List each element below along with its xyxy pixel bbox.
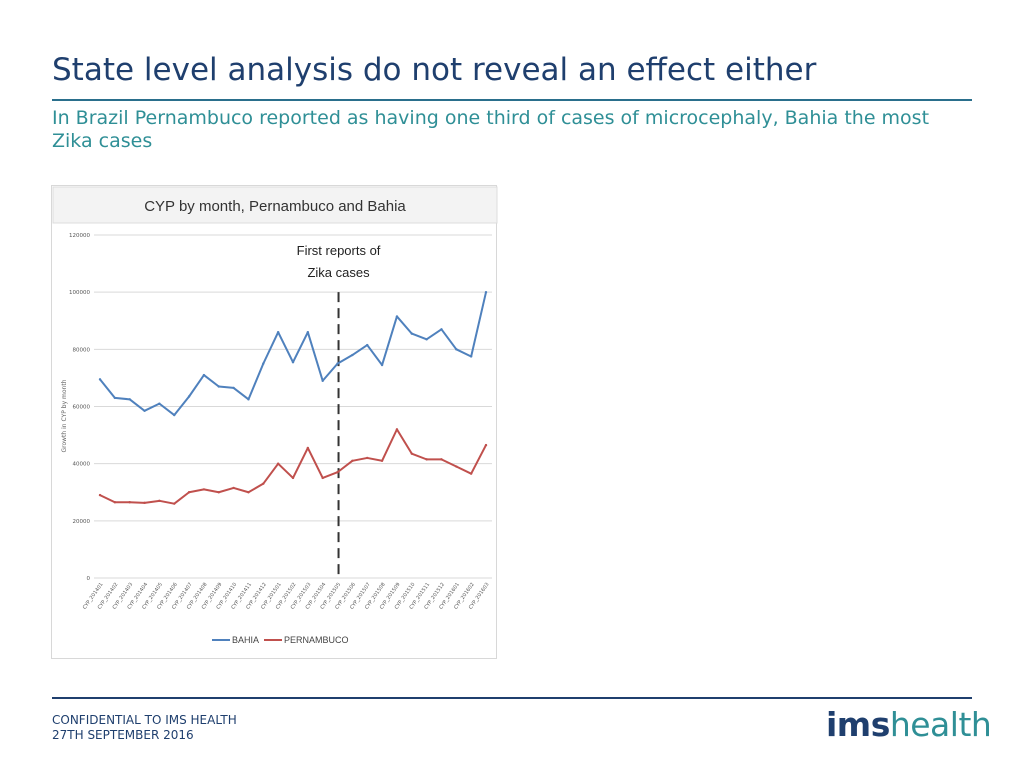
- footer-divider: [52, 697, 972, 699]
- data-point-bahia: [366, 343, 369, 347]
- data-point-bahia: [291, 360, 295, 364]
- data-point-bahia: [455, 348, 458, 351]
- data-point-pernambuco: [276, 462, 280, 465]
- data-point-pernambuco: [247, 491, 250, 494]
- data-point-bahia: [276, 330, 280, 334]
- data-point-pernambuco: [187, 491, 191, 494]
- data-point-bahia: [425, 338, 428, 341]
- data-point-bahia: [143, 409, 146, 412]
- data-point-bahia: [336, 362, 339, 365]
- series-line-pernambuco: [99, 428, 487, 505]
- company-logo: imshealth: [826, 705, 992, 745]
- data-point-bahia: [128, 398, 131, 401]
- data-point-pernambuco: [321, 476, 324, 480]
- y-tick-label: 120000: [69, 233, 90, 239]
- data-point-pernambuco: [173, 502, 176, 505]
- logo-health: health: [889, 705, 992, 744]
- data-point-pernambuco: [217, 491, 220, 494]
- y-axis-label: Growth in CYP by month: [61, 379, 68, 452]
- data-point-bahia: [158, 402, 161, 405]
- data-point-pernambuco: [291, 476, 295, 480]
- data-point-bahia: [173, 413, 176, 417]
- data-point-bahia: [306, 330, 310, 334]
- data-point-pernambuco: [425, 458, 428, 461]
- chart-container: CYP by month, Pernambuco and Bahia Growt…: [51, 185, 498, 659]
- data-point-pernambuco: [232, 486, 235, 490]
- legend-label-bahia: BAHIA: [232, 635, 259, 645]
- data-point-bahia: [113, 396, 117, 400]
- data-point-pernambuco: [128, 501, 131, 504]
- data-point-bahia: [395, 315, 399, 318]
- data-point-pernambuco: [440, 458, 443, 461]
- data-point-bahia: [262, 362, 265, 365]
- y-tick-label: 100000: [69, 290, 90, 296]
- data-point-pernambuco: [484, 443, 488, 447]
- data-point-bahia: [247, 398, 250, 401]
- data-point-pernambuco: [469, 472, 473, 475]
- data-point-bahia: [484, 290, 488, 294]
- data-point-pernambuco: [336, 471, 339, 474]
- annotation-line-1: First reports of: [297, 243, 381, 258]
- data-point-bahia: [98, 378, 102, 381]
- y-tick-label: 20000: [73, 519, 91, 525]
- data-point-pernambuco: [113, 501, 117, 504]
- data-point-bahia: [232, 386, 235, 390]
- annotation-line-2: Zika cases: [307, 265, 370, 280]
- data-point-pernambuco: [98, 493, 102, 497]
- data-point-bahia: [321, 379, 324, 382]
- line-chart: CYP by month, Pernambuco and Bahia Growt…: [52, 186, 498, 645]
- title-divider: [52, 99, 972, 101]
- data-point-pernambuco: [380, 459, 384, 463]
- data-point-pernambuco: [455, 465, 458, 468]
- data-point-bahia: [440, 328, 443, 331]
- slide-subtitle: In Brazil Pernambuco reported as having …: [52, 107, 930, 152]
- data-point-pernambuco: [306, 446, 310, 450]
- data-point-pernambuco: [410, 452, 413, 455]
- chart-title-band: [52, 186, 498, 224]
- footer-confidential: CONFIDENTIAL TO IMS HEALTH: [52, 713, 237, 727]
- footer-date: 27TH SEPTEMBER 2016: [52, 728, 194, 742]
- series-line-bahia: [99, 291, 487, 417]
- data-point-pernambuco: [143, 501, 146, 505]
- data-point-pernambuco: [395, 428, 399, 431]
- data-point-bahia: [202, 373, 206, 377]
- data-point-bahia: [380, 363, 384, 367]
- data-point-pernambuco: [351, 459, 354, 463]
- data-point-pernambuco: [366, 456, 369, 460]
- data-point-bahia: [410, 332, 413, 335]
- logo-ims: ims: [826, 705, 890, 744]
- data-point-bahia: [187, 395, 191, 398]
- data-point-bahia: [217, 385, 220, 388]
- chart-title: CYP by month, Pernambuco and Bahia: [144, 198, 406, 215]
- legend-label-pernambuco: PERNAMBUCO: [284, 635, 349, 645]
- y-tick-label: 60000: [73, 405, 91, 411]
- data-point-pernambuco: [202, 488, 206, 491]
- data-point-pernambuco: [262, 482, 265, 485]
- y-tick-label: 0: [87, 576, 91, 582]
- data-point-pernambuco: [158, 499, 161, 503]
- data-point-bahia: [351, 353, 354, 357]
- slide-title: State level analysis do not reveal an ef…: [52, 52, 817, 88]
- y-tick-label: 40000: [73, 462, 91, 468]
- y-tick-label: 80000: [73, 347, 91, 353]
- footer: CONFIDENTIAL TO IMS HEALTH 27TH SEPTEMBE…: [52, 713, 237, 743]
- data-point-bahia: [469, 355, 473, 358]
